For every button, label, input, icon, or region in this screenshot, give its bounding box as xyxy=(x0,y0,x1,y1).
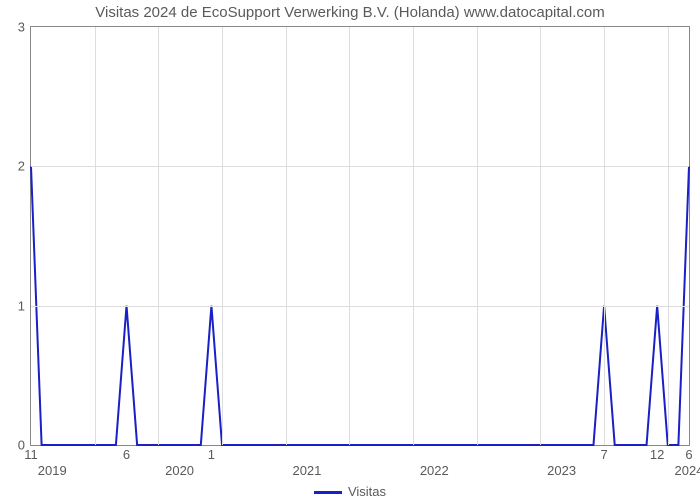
x-axis-data-label: 7 xyxy=(600,447,607,462)
legend: Visitas xyxy=(0,484,700,499)
gridline-vertical xyxy=(222,27,223,445)
gridline-vertical xyxy=(477,27,478,445)
gridline-vertical xyxy=(540,27,541,445)
y-axis-tick-label: 3 xyxy=(18,20,25,35)
gridline-vertical xyxy=(668,27,669,445)
x-axis-year-label: 2020 xyxy=(165,463,194,478)
x-axis-data-label: 1 xyxy=(208,447,215,462)
gridline-vertical xyxy=(604,27,605,445)
gridline-horizontal xyxy=(31,166,689,167)
data-line xyxy=(31,27,689,445)
x-axis-year-label: 2023 xyxy=(547,463,576,478)
y-axis-tick-label: 2 xyxy=(18,159,25,174)
chart-title: Visitas 2024 de EcoSupport Verwerking B.… xyxy=(0,4,700,21)
gridline-vertical xyxy=(413,27,414,445)
legend-swatch xyxy=(314,491,342,494)
x-axis-year-label: 2024 xyxy=(675,463,700,478)
x-axis-data-label: 11 xyxy=(24,447,38,462)
gridline-horizontal xyxy=(31,306,689,307)
y-axis-tick-label: 1 xyxy=(18,298,25,313)
x-axis-year-label: 2022 xyxy=(420,463,449,478)
gridline-vertical xyxy=(349,27,350,445)
x-axis-data-label: 12 xyxy=(650,447,664,462)
x-axis-year-label: 2021 xyxy=(292,463,321,478)
legend-label: Visitas xyxy=(348,484,386,499)
x-axis-data-label: 6 xyxy=(685,447,692,462)
chart-container: Visitas 2024 de EcoSupport Verwerking B.… xyxy=(0,0,700,500)
gridline-vertical xyxy=(158,27,159,445)
x-axis-year-label: 2019 xyxy=(38,463,67,478)
x-axis-data-label: 6 xyxy=(123,447,130,462)
plot-area: 012311617126201920202021202220232024 xyxy=(30,26,690,446)
gridline-vertical xyxy=(286,27,287,445)
gridline-vertical xyxy=(95,27,96,445)
